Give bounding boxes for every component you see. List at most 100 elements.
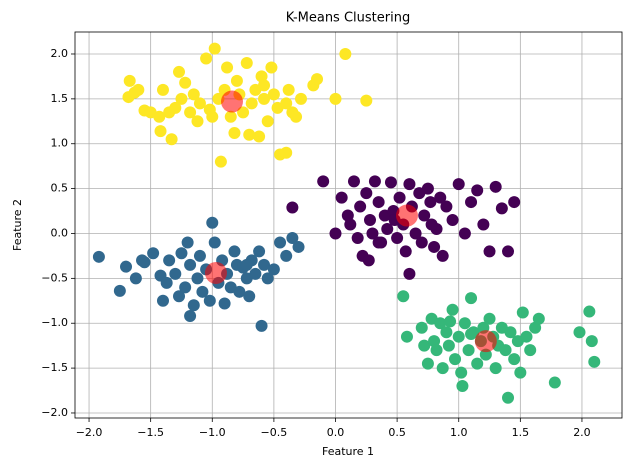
scatter-point	[495, 202, 508, 215]
scatter-point	[397, 290, 410, 303]
scatter-point	[204, 261, 227, 284]
scatter-point	[160, 276, 173, 289]
scatter-point	[347, 175, 360, 188]
scatter-point	[253, 245, 266, 258]
scatter-point	[372, 236, 385, 249]
scatter-point	[179, 76, 192, 89]
scatter-point	[446, 303, 459, 316]
scatter-point	[329, 92, 342, 105]
x-tick-label: 1.0	[450, 426, 468, 439]
scatter-point	[418, 339, 431, 352]
scatter-point	[253, 130, 266, 143]
scatter-point	[436, 362, 449, 375]
scatter-point	[208, 42, 221, 55]
scatter-point	[440, 326, 453, 339]
scatter-point	[228, 126, 241, 139]
scatter-point	[351, 231, 364, 244]
scatter-point	[224, 110, 237, 123]
scatter-point	[163, 254, 176, 267]
scatter-point	[240, 56, 253, 69]
scatter-point	[409, 227, 422, 240]
scatter-point	[258, 92, 271, 105]
scatter-point	[206, 216, 219, 229]
scatter-point	[477, 218, 490, 231]
scatter-point	[123, 74, 136, 87]
scatter-point	[529, 321, 542, 334]
y-tick-label: 0.0	[51, 226, 69, 239]
scatter-point	[421, 182, 434, 195]
scatter-point	[425, 218, 438, 231]
scatter-point	[508, 196, 521, 209]
scatter-point	[249, 267, 262, 280]
scatter-point	[237, 106, 250, 119]
scatter-point	[175, 247, 188, 260]
y-tick-label: 0.5	[51, 182, 69, 195]
scatter-point	[524, 344, 537, 357]
y-tick-label: 1.0	[51, 137, 69, 150]
scatter-point	[434, 191, 447, 204]
scatter-point	[514, 366, 527, 379]
scatter-point	[393, 191, 406, 204]
scatter-point	[265, 61, 278, 74]
scatter-point	[208, 236, 221, 249]
plot-frame	[74, 31, 623, 419]
scatter-point	[233, 285, 246, 298]
scatter-point	[179, 281, 192, 294]
scatter-point	[181, 236, 194, 249]
scatter-point	[175, 92, 188, 105]
scatter-point	[504, 326, 517, 339]
x-tick-label: 2.0	[573, 426, 591, 439]
y-tick-label: −1.0	[41, 316, 68, 329]
scatter-point	[452, 330, 465, 343]
y-tick-label: 1.5	[51, 92, 69, 105]
chart-title: K-Means Clustering	[286, 11, 410, 26]
scatter-point	[456, 380, 469, 393]
scatter-point	[339, 47, 352, 60]
scatter-point	[395, 204, 418, 227]
scatter-point	[403, 178, 416, 191]
scatter-point	[329, 227, 342, 240]
scatter-point	[221, 61, 234, 74]
scatter-point	[245, 97, 258, 110]
scatter-point	[154, 125, 167, 138]
scatter-point	[455, 366, 468, 379]
scatter-point	[274, 236, 287, 249]
scatter-point	[471, 357, 484, 370]
scatter-point	[449, 353, 462, 366]
scatter-point	[187, 299, 200, 312]
scatter-point	[399, 245, 412, 258]
scatter-point	[360, 94, 373, 107]
x-tick-label: 0.0	[327, 426, 345, 439]
scatter-point	[344, 218, 357, 231]
scatter-point	[193, 97, 206, 110]
scatter-point	[508, 353, 521, 366]
scatter-point	[286, 231, 299, 244]
scatter-point	[354, 200, 367, 213]
scatter-point	[474, 330, 497, 353]
scatter-point	[360, 187, 373, 200]
scatter-point	[381, 222, 394, 235]
x-tick-label: −2.0	[76, 426, 103, 439]
scatter-point	[317, 175, 330, 188]
scatter-point	[489, 362, 502, 375]
scatter-point	[173, 65, 186, 78]
scatter-point	[286, 201, 299, 214]
scatter-point	[444, 315, 457, 328]
scatter-point	[465, 327, 478, 340]
scatter-point	[228, 245, 241, 258]
scatter-point	[471, 184, 484, 197]
x-tick-label: −1.5	[137, 426, 164, 439]
scatter-point	[165, 133, 178, 146]
scatter-point	[311, 73, 324, 86]
scatter-point	[583, 305, 596, 318]
scatter-point	[585, 335, 598, 348]
scatter-point	[434, 317, 447, 330]
scatter-point	[220, 90, 243, 113]
scatter-point	[214, 155, 227, 168]
scatter-point	[258, 258, 271, 271]
scatter-point	[400, 330, 413, 343]
scatter-point	[458, 227, 471, 240]
scatter-point	[200, 52, 213, 65]
scatter-point	[415, 321, 428, 334]
scatter-point	[280, 146, 293, 159]
